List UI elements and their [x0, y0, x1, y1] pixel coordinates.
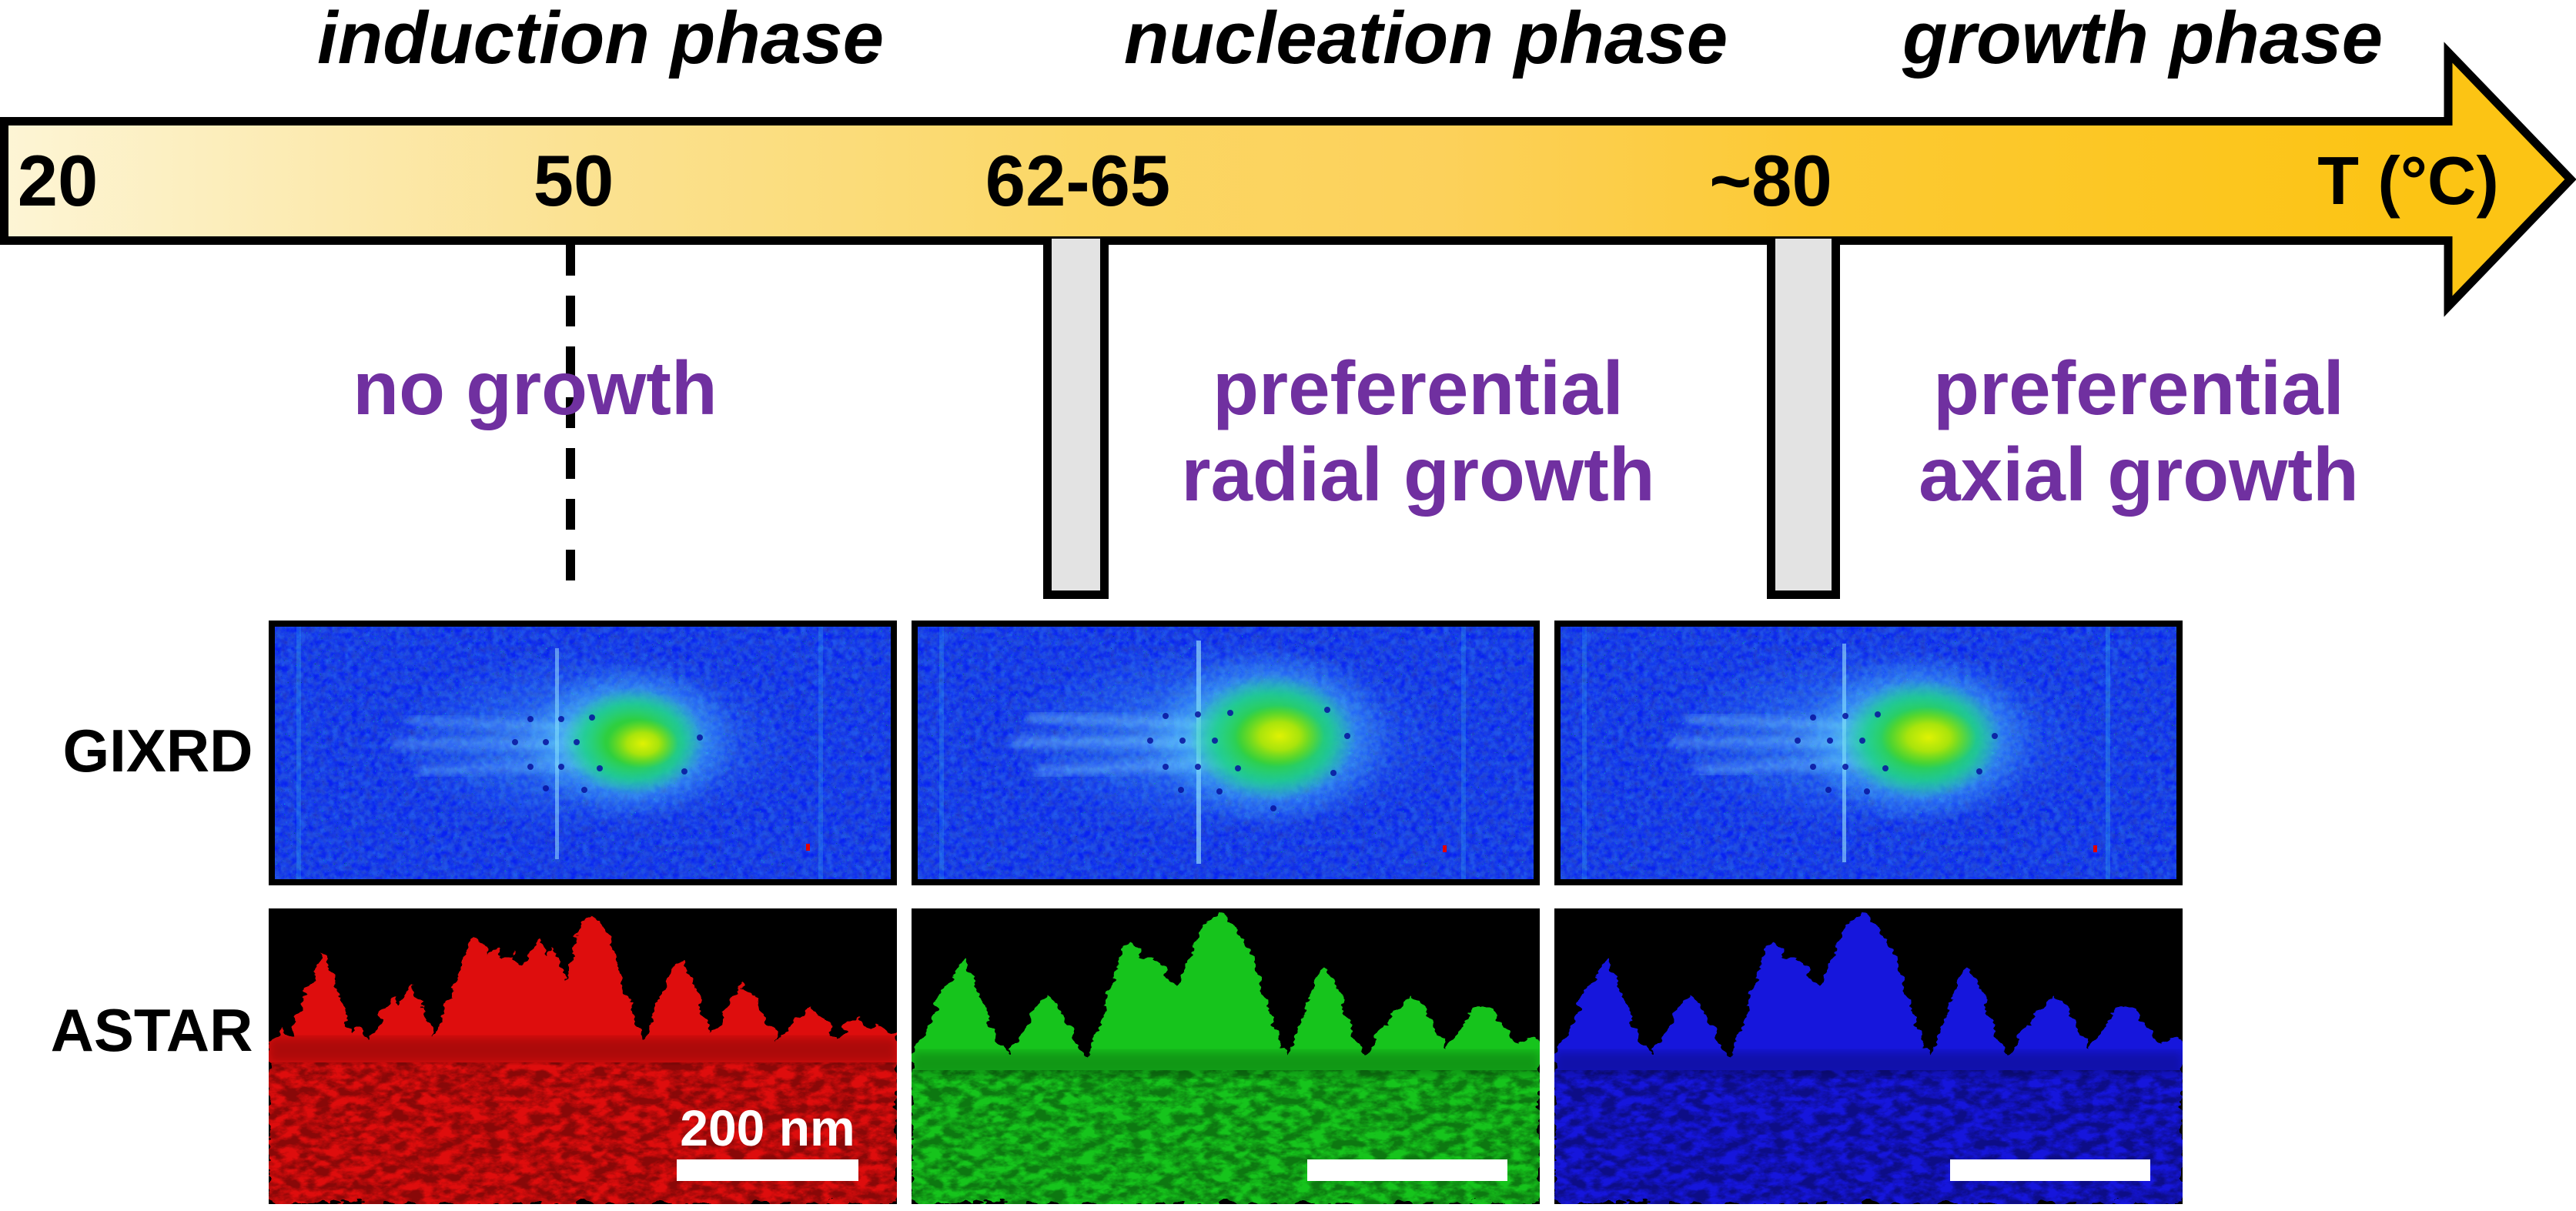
annotation-axial-growth: preferential axial growth [1919, 345, 2359, 517]
row-label-astar: ASTAR [50, 996, 253, 1064]
gixrd-image-induction [269, 621, 897, 885]
transition-bar-62-65 [1043, 239, 1109, 599]
phase-label-growth: growth phase [1902, 0, 2384, 79]
gixrd-border [269, 621, 897, 885]
astar-image-growth [1554, 908, 2183, 1204]
gixrd-hot-pixel [806, 844, 810, 851]
annotation-line: preferential [1213, 346, 1624, 430]
annotation-line: axial growth [1919, 432, 2359, 517]
astar-image-induction: 200 nm [269, 908, 897, 1204]
annotation-line: radial growth [1181, 432, 1655, 517]
annotation-line: preferential [1933, 346, 2344, 430]
gixrd-diffraction-spots [512, 714, 703, 793]
temperature-arrow [0, 42, 2576, 317]
phase-label-nucleation: nucleation phase [1123, 0, 1728, 79]
astar-image-nucleation [912, 908, 1540, 1204]
annotation-radial-growth: preferential radial growth [1181, 345, 1654, 517]
annotation-no-growth: no growth [353, 345, 718, 431]
dashed-marker-50 [566, 245, 575, 597]
axis-unit-label: T (°C) [2317, 142, 2499, 219]
scale-bar [677, 1159, 858, 1181]
axis-tick-62-65: 62-65 [985, 140, 1171, 221]
scale-bar [1950, 1159, 2150, 1181]
scale-bar-label: 200 nm [680, 1099, 855, 1156]
astar-interface-band [269, 1038, 897, 1062]
gixrd-diffraction-core [607, 719, 678, 768]
temperature-arrow-shape [0, 42, 2576, 317]
axis-tick-20: 20 [17, 140, 99, 221]
gixrd-image-nucleation [912, 621, 1540, 885]
phase-label-induction: induction phase [316, 0, 885, 79]
row-label-gixrd: GIXRD [62, 717, 253, 784]
axis-tick-50: 50 [533, 140, 614, 221]
axis-tick-80: ~80 [1709, 140, 1832, 221]
annotation-line: no growth [353, 346, 718, 430]
gixrd-image-growth [1554, 621, 2183, 885]
scale-bar [1307, 1159, 1507, 1181]
transition-bar-80 [1767, 239, 1840, 599]
